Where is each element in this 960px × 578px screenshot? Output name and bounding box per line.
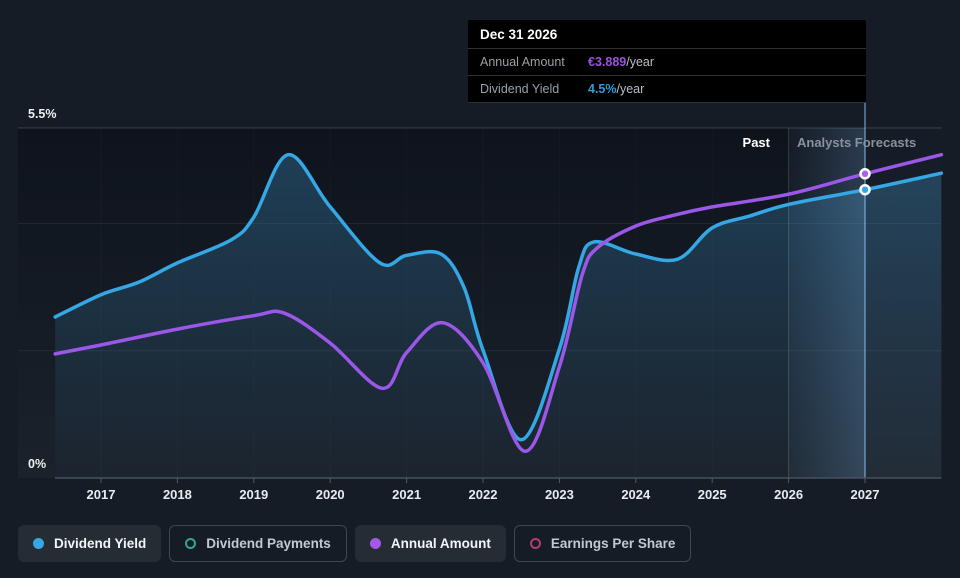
x-tick-label: 2023 xyxy=(545,487,574,502)
legend-item-dividend-yield[interactable]: Dividend Yield xyxy=(18,525,162,562)
tooltip-row-dividend-yield: Dividend Yield 4.5% /year xyxy=(468,76,866,103)
x-tick-label: 2027 xyxy=(851,487,880,502)
x-axis-ticks xyxy=(100,478,866,483)
x-tick-label: 2022 xyxy=(469,487,498,502)
y-min-label: 0% xyxy=(28,457,46,471)
x-tick-label: 2025 xyxy=(698,487,727,502)
dividend-yield-area xyxy=(55,154,942,478)
legend-item-dividend-payments[interactable]: Dividend Payments xyxy=(169,525,347,562)
legend-marker-dividend-payments-icon xyxy=(185,538,197,549)
legend-item-earnings-per-share[interactable]: Earnings Per Share xyxy=(513,525,692,562)
hover-marker-dividend-yield xyxy=(859,183,871,196)
x-tick-label: 2017 xyxy=(87,487,116,502)
hover-marker-annual-amount xyxy=(859,168,871,180)
x-axis-labels: 2017 2018 2019 2020 2021 2022 2023 2024 2025 2026… xyxy=(87,487,880,502)
forecast-label: Analysts Forecasts xyxy=(797,135,916,150)
dividend-yield-line xyxy=(53,152,944,442)
tooltip-value: €3.889 xyxy=(588,55,627,69)
legend-label: Annual Amount xyxy=(390,536,491,551)
tooltip-label: Dividend Yield xyxy=(480,82,560,96)
tooltip-value: 4.5% xyxy=(588,82,617,96)
hover-period-band xyxy=(788,128,865,478)
x-tick-label: 2021 xyxy=(392,487,421,502)
x-tick-label: 2020 xyxy=(316,487,345,502)
x-tick-label: 2024 xyxy=(621,487,651,502)
legend-label: Dividend Payments xyxy=(206,536,331,551)
hover-markers xyxy=(859,168,871,196)
x-tick-label: 2018 xyxy=(163,487,192,502)
tooltip-row-annual-amount: Annual Amount €3.889 /year xyxy=(468,49,866,76)
legend: Dividend Yield Dividend Payments Annual Am… xyxy=(18,525,692,562)
annual-amount-line xyxy=(53,152,944,454)
legend-label: Earnings Per Share xyxy=(550,536,676,551)
x-tick-label: 2026 xyxy=(774,487,803,502)
legend-label: Dividend Yield xyxy=(54,536,147,551)
legend-marker-dividend-yield-icon xyxy=(33,538,44,549)
legend-marker-annual-amount-icon xyxy=(369,538,381,549)
tooltip-label: Annual Amount xyxy=(480,55,565,69)
y-max-label: 5.5% xyxy=(28,107,57,121)
legend-marker-earnings-per-share-icon xyxy=(529,538,541,549)
tooltip-suffix: /year xyxy=(616,82,645,96)
tooltip-date: Dec 31 2026 xyxy=(468,20,866,49)
x-tick-label: 2019 xyxy=(239,487,268,502)
past-label: Past xyxy=(743,135,771,150)
tooltip-suffix: /year xyxy=(626,55,655,69)
chart-tooltip: Dec 31 2026 Annual Amount €3.889 /year D… xyxy=(468,20,866,103)
legend-item-annual-amount[interactable]: Annual Amount xyxy=(354,525,506,562)
